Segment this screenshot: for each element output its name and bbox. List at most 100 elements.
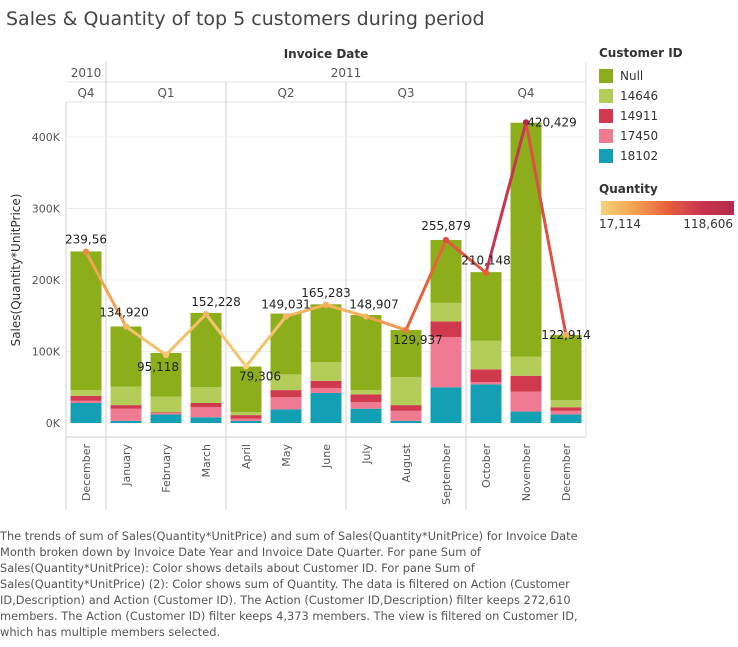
bar-segment-14911: [510, 375, 542, 392]
bar-segment-17450: [70, 400, 102, 403]
bar-segment-14911: [230, 415, 262, 419]
line-data-label: 165,283: [301, 286, 351, 300]
bar-segment-18102: [470, 384, 502, 423]
bar-segment-14911: [390, 405, 422, 411]
line-point: [522, 119, 530, 126]
line-data-label: 152,228: [191, 295, 241, 309]
quantity-line-segment: [364, 315, 408, 332]
bar-segment-18102: [150, 414, 182, 423]
bar-segment-17450: [470, 382, 502, 385]
line-point: [122, 323, 130, 330]
legend-item[interactable]: 18102: [599, 146, 737, 166]
year-label: 2010: [71, 66, 102, 80]
x-tick-label: January: [120, 444, 133, 487]
x-tick-label: October: [480, 444, 493, 488]
bar-segment-Null: [550, 335, 582, 401]
line-point: [322, 301, 330, 309]
bar-segment-17450: [350, 402, 382, 409]
legend-item[interactable]: 14911: [599, 106, 737, 126]
combo-chart: Invoice Date 2010 2011 Q4 Q1 Q2 Q3 Q4 0K 100K 200K…: [9, 47, 591, 510]
line-data-label: 122,914: [541, 328, 591, 342]
x-tick-label: June: [320, 444, 333, 469]
legend-swatch: [599, 149, 613, 163]
line-data-label: 95,118: [137, 360, 179, 374]
y-tick-label: 400K: [32, 131, 61, 144]
x-tick-label: September: [440, 444, 453, 505]
bar-segment-Null: [470, 272, 502, 341]
bar-segment-18102: [310, 392, 342, 423]
column-header: Invoice Date: [284, 47, 369, 61]
line-point: [562, 331, 570, 339]
y-tick-label: 100K: [32, 346, 61, 359]
bar-segment-18102: [190, 417, 222, 423]
quantity-legend-title: Quantity: [599, 182, 658, 196]
bar-segment-14646: [270, 374, 302, 391]
line-point: [162, 351, 170, 359]
quarter-label: Q4: [517, 86, 534, 100]
bar-segment-14646: [150, 396, 182, 413]
quarter-label: Q2: [277, 86, 294, 100]
bar-segment-14911: [430, 321, 462, 338]
bar-segment-18102: [270, 409, 302, 423]
quantity-min-label: 17,114: [599, 217, 641, 231]
legend-item[interactable]: Null: [599, 66, 737, 86]
quantity-line-segment: [324, 303, 368, 319]
line-data-label: 420,429: [527, 115, 577, 129]
bar-segment-Null: [390, 330, 422, 378]
x-tick-label: April: [240, 444, 253, 469]
legend: Customer ID Null 14646 14911 17450 18102 Qua…: [599, 46, 737, 231]
legend-label: 18102: [620, 149, 659, 163]
bar-segment-14911: [150, 412, 182, 413]
line-point: [82, 248, 90, 255]
legend-label: 14911: [620, 109, 659, 123]
quantity-max-label: 118,606: [683, 217, 733, 231]
legend-item[interactable]: 14646: [599, 86, 737, 106]
bar-segment-17450: [110, 408, 142, 421]
bar-segment-17450: [550, 410, 582, 415]
bar-segment-Null: [230, 366, 262, 413]
bar-segment-17450: [510, 391, 542, 412]
x-tick-label: March: [200, 444, 213, 478]
y-tick-label: 0K: [46, 417, 61, 430]
line-point: [202, 310, 210, 318]
bar-segment-Null: [270, 313, 302, 375]
bar-segment-Null: [430, 239, 462, 303]
bar-segment-Null: [350, 315, 382, 391]
bar-segment-14646: [550, 400, 582, 408]
x-tick-label: July: [360, 444, 373, 465]
x-tick-label: August: [400, 443, 413, 482]
quantity-line-segment: [124, 325, 168, 357]
bar-segment-Null: [70, 251, 102, 391]
bar-segment-17450: [390, 410, 422, 421]
bar-segment-Null: [150, 352, 182, 397]
line-point: [362, 313, 370, 320]
bar-segment-14911: [270, 390, 302, 398]
line-data-label: 255,879: [421, 219, 471, 233]
quantity-line-segment: [404, 238, 448, 332]
legend-label: 17450: [620, 129, 659, 143]
bar-segment-14911: [190, 402, 222, 408]
bar-segment-18102: [430, 387, 462, 423]
quantity-line-segment: [204, 312, 248, 368]
chart-title: Sales & Quantity of top 5 customers duri…: [6, 8, 485, 30]
bar-segment-Null: [110, 326, 142, 387]
quantity-line-segment: [444, 238, 488, 275]
line-point: [482, 269, 490, 276]
customer-legend-items: Null 14646 14911 17450 18102: [599, 66, 737, 166]
chart-caption: The trends of sum of Sales(Quantity*Unit…: [0, 529, 578, 639]
legend-label: 14646: [620, 89, 659, 103]
bar-segment-17450: [430, 337, 462, 388]
quantity-line-segment: [84, 250, 128, 329]
bar-segment-18102: [110, 420, 142, 423]
legend-item[interactable]: 17450: [599, 126, 737, 146]
bar-segment-17450: [150, 412, 182, 415]
quarter-label: Q3: [397, 86, 414, 100]
bar-segment-17450: [190, 407, 222, 418]
bar-segment-14911: [550, 407, 582, 411]
quantity-line-segment: [284, 303, 328, 318]
y-axis-title: Sales(Quantity*UnitPrice): [9, 194, 23, 347]
customer-legend-title: Customer ID: [599, 46, 683, 60]
bar-segment-18102: [550, 414, 582, 423]
line-data-label: 79,306: [239, 369, 281, 383]
legend-swatch: [599, 129, 613, 143]
